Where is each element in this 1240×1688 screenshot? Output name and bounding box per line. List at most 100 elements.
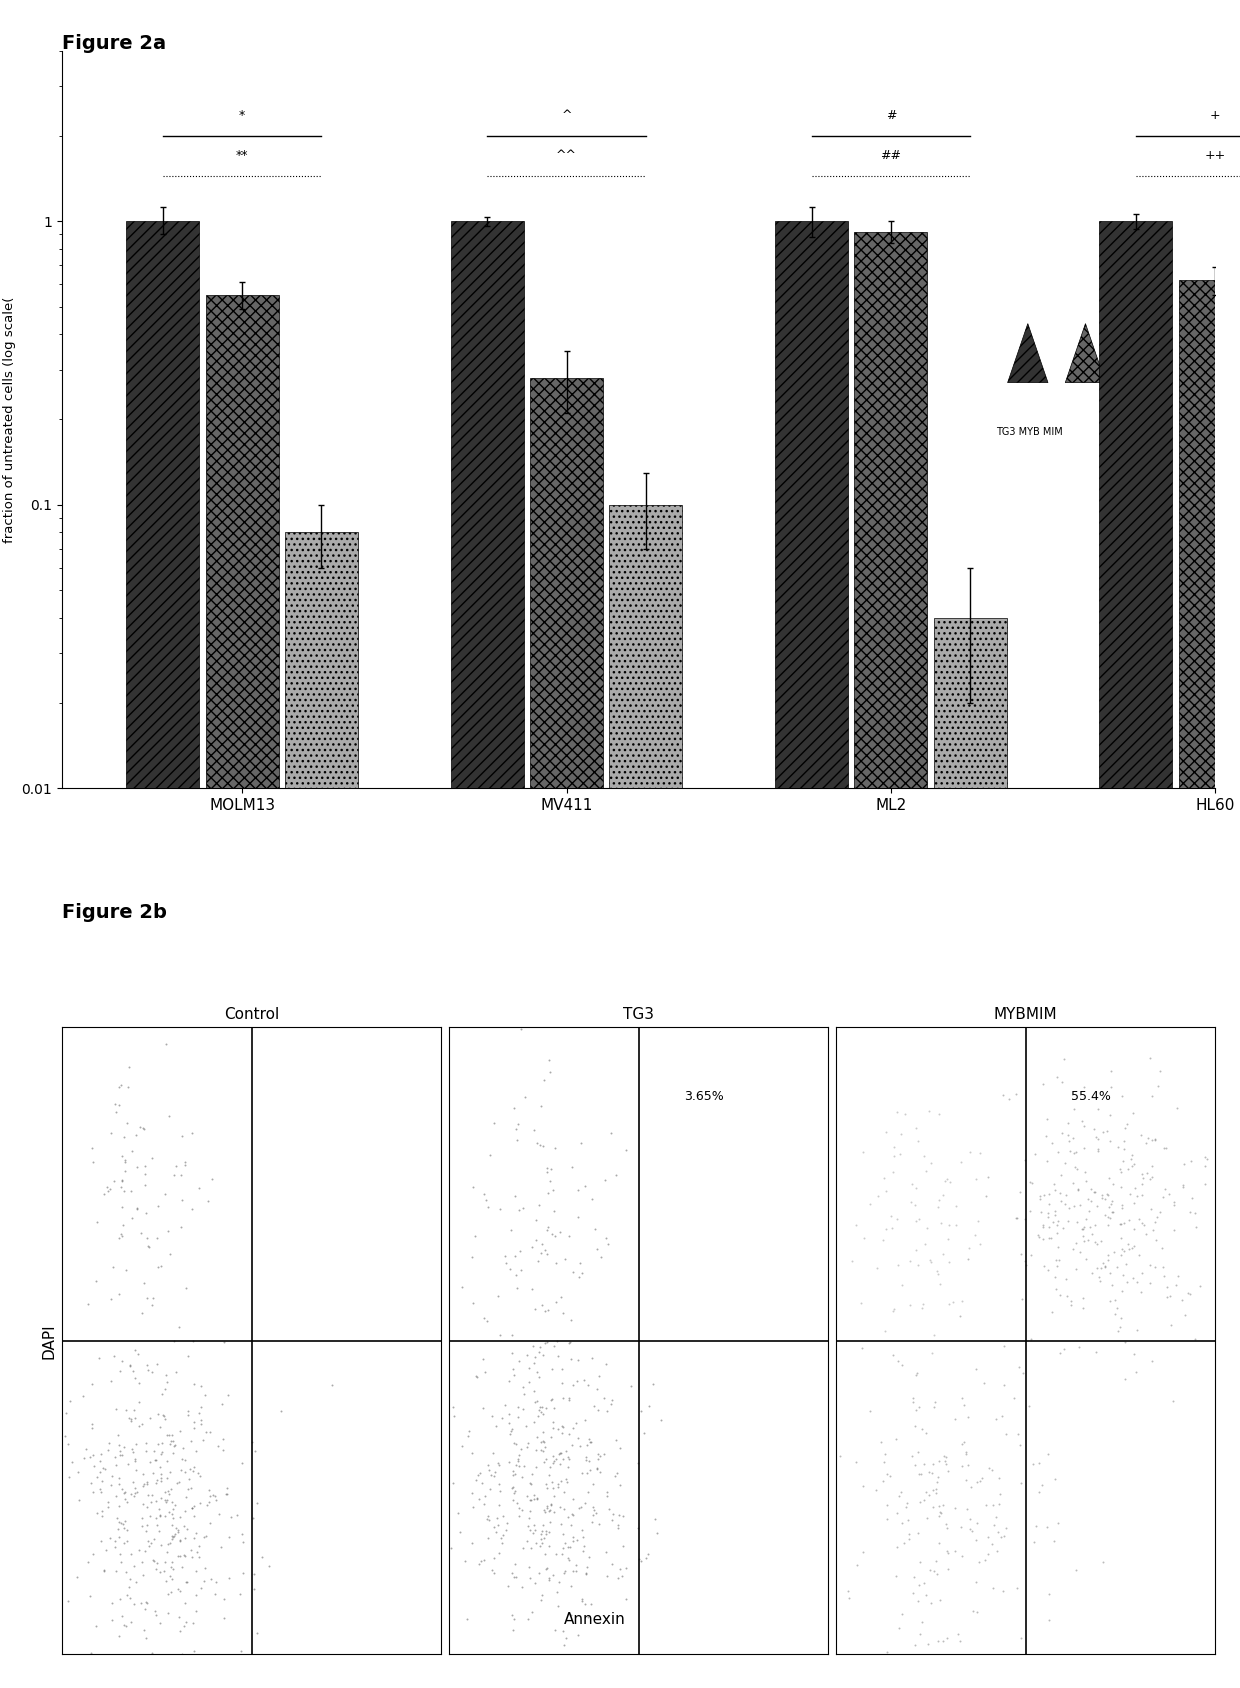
Point xyxy=(155,1376,175,1403)
Point xyxy=(526,1227,546,1254)
Point xyxy=(119,1573,139,1600)
Point xyxy=(967,1599,987,1626)
Point xyxy=(909,1587,929,1614)
Point xyxy=(1142,1347,1162,1374)
Point xyxy=(532,1394,552,1421)
Point xyxy=(536,1298,556,1325)
Point xyxy=(148,1431,167,1458)
Point xyxy=(1021,1325,1040,1352)
Point xyxy=(502,1475,522,1502)
Point xyxy=(1019,1168,1039,1195)
Point xyxy=(936,1165,956,1192)
Point xyxy=(538,1565,558,1592)
Point xyxy=(536,1541,556,1568)
Point xyxy=(937,1556,957,1583)
Point xyxy=(186,1597,206,1624)
Point xyxy=(999,1085,1019,1112)
Point xyxy=(928,1627,947,1654)
Point xyxy=(58,1430,78,1457)
Point xyxy=(511,1435,531,1462)
Point xyxy=(136,1494,156,1521)
Point xyxy=(484,1545,503,1572)
Bar xyxy=(529,378,603,1688)
Point xyxy=(131,1504,151,1531)
Point xyxy=(558,1388,578,1415)
Point xyxy=(144,1460,164,1487)
Point xyxy=(921,1247,941,1274)
Point xyxy=(150,1453,170,1480)
Point xyxy=(1024,1528,1044,1555)
Point xyxy=(1037,1512,1056,1539)
Text: **: ** xyxy=(236,149,248,162)
Point xyxy=(1172,1286,1192,1313)
Point xyxy=(527,1423,547,1450)
Point xyxy=(872,1428,892,1455)
Point xyxy=(978,1541,998,1568)
Point xyxy=(563,1259,583,1286)
Point xyxy=(982,1457,1002,1484)
Point xyxy=(968,1550,988,1577)
Point xyxy=(104,1166,124,1193)
Point xyxy=(133,1512,153,1539)
Point xyxy=(541,1423,560,1450)
Point xyxy=(1090,1268,1110,1295)
Point xyxy=(157,1217,177,1244)
Point xyxy=(526,1344,546,1371)
Point xyxy=(534,1237,554,1264)
Point xyxy=(533,1418,553,1445)
Point xyxy=(474,1345,494,1372)
Point xyxy=(181,1455,201,1482)
Point xyxy=(942,1290,962,1317)
Point xyxy=(562,1153,582,1180)
Point xyxy=(544,1332,564,1359)
Point xyxy=(920,1246,940,1273)
Point xyxy=(505,1563,525,1590)
Text: ^^: ^^ xyxy=(556,149,577,162)
Point xyxy=(244,1560,264,1587)
Point xyxy=(1006,1205,1025,1232)
Point xyxy=(482,1440,502,1467)
Point xyxy=(910,1620,930,1647)
Point xyxy=(579,1425,599,1452)
Point xyxy=(107,1482,126,1509)
Point xyxy=(185,1371,205,1398)
Point xyxy=(554,1632,574,1659)
Point xyxy=(86,1268,105,1295)
Point xyxy=(474,1546,494,1573)
Point xyxy=(443,1393,463,1420)
Point xyxy=(558,1443,578,1470)
Point xyxy=(529,1396,549,1423)
Point xyxy=(842,1247,862,1274)
Point xyxy=(1038,1440,1058,1467)
Point xyxy=(852,1290,872,1317)
Bar xyxy=(775,221,848,1688)
Point xyxy=(551,1219,570,1246)
Point xyxy=(1048,1234,1068,1261)
Point xyxy=(596,1482,616,1509)
Point xyxy=(505,1605,525,1632)
Point xyxy=(521,1534,541,1561)
Point xyxy=(1048,1252,1068,1280)
Point xyxy=(104,1090,124,1117)
Point xyxy=(1034,1182,1054,1209)
Point xyxy=(160,1241,180,1268)
Point xyxy=(156,1369,176,1396)
Point xyxy=(1073,1285,1092,1312)
Point xyxy=(1070,1239,1090,1266)
Point xyxy=(1140,1045,1159,1072)
Point xyxy=(877,1119,897,1146)
Point xyxy=(606,1161,626,1188)
Point xyxy=(109,1465,129,1492)
Point xyxy=(513,1193,533,1220)
Point xyxy=(1166,1271,1185,1298)
Point xyxy=(162,1421,182,1448)
Point xyxy=(129,1413,149,1440)
Point xyxy=(68,1458,88,1485)
Point xyxy=(1102,1171,1122,1198)
Point xyxy=(1037,1148,1056,1175)
Point xyxy=(548,1474,568,1501)
Point xyxy=(570,1249,590,1276)
Point xyxy=(217,1475,237,1502)
Point xyxy=(1182,1148,1202,1175)
Point xyxy=(507,1491,527,1518)
